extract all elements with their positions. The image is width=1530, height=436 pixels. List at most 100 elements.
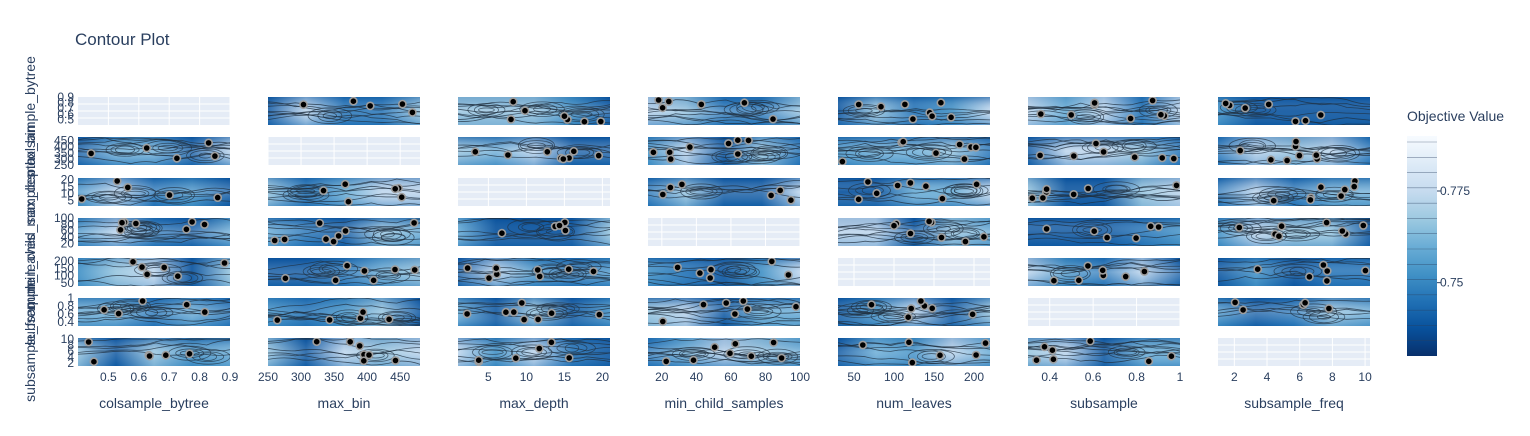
trial-point xyxy=(509,307,519,317)
trial-point xyxy=(359,356,369,366)
trial-point xyxy=(971,350,981,360)
colorbar-tick-label: 0.75 xyxy=(1440,276,1464,290)
trial-point xyxy=(1291,137,1301,146)
x-tick-label: 0.9 xyxy=(222,370,239,384)
y-tick-label: 100 xyxy=(54,211,74,225)
contour-line xyxy=(78,218,230,226)
trial-point xyxy=(730,309,740,319)
trial-point xyxy=(1277,221,1286,231)
contour-line xyxy=(648,313,800,326)
contour-ring xyxy=(540,303,575,314)
y-tick-label: 4 xyxy=(67,350,74,364)
contour-ring xyxy=(377,311,417,325)
y-tick-label: 0.5 xyxy=(57,112,74,126)
panel-max_bin-vs-colsample_bytree xyxy=(78,137,230,165)
panel-subsample_freq-vs-max_depth xyxy=(458,338,610,366)
contour-ring xyxy=(519,140,554,151)
trial-point xyxy=(769,338,778,347)
contour-line xyxy=(648,189,800,198)
contour-ring xyxy=(1219,220,1262,236)
contour-ring xyxy=(953,186,978,195)
contour-line xyxy=(268,349,420,357)
trial-point xyxy=(863,178,873,187)
contour-line xyxy=(78,232,230,238)
contour-line xyxy=(458,258,610,269)
contour-ring xyxy=(762,351,793,362)
contour-line xyxy=(838,198,990,206)
trial-point xyxy=(961,237,970,246)
y-axis-title: subsample xyxy=(22,278,38,346)
trial-point xyxy=(904,338,914,347)
panel-min_child_samples-vs-max_depth xyxy=(458,218,610,246)
contour-ring xyxy=(1219,101,1258,115)
contour-ring xyxy=(145,309,159,317)
contour-ring xyxy=(126,221,161,235)
contour-line xyxy=(838,222,990,228)
trial-point xyxy=(705,273,715,283)
contour-ring xyxy=(870,309,916,324)
trial-point xyxy=(733,137,743,145)
contour-line xyxy=(458,230,610,245)
contour-ring xyxy=(134,263,182,277)
trial-point xyxy=(972,179,981,189)
trial-point xyxy=(1337,226,1347,236)
panel-max_bin-vs-max_bin xyxy=(267,137,420,165)
y-tick-label: 6 xyxy=(67,344,74,358)
contour-line xyxy=(838,109,990,116)
contour-line xyxy=(458,233,610,238)
y-axis-title: max_bin xyxy=(22,125,38,178)
trial-point xyxy=(981,338,990,348)
contour-ring xyxy=(1274,190,1291,198)
panel-subsample_freq-vs-colsample_bytree xyxy=(78,338,230,366)
trial-point xyxy=(1090,98,1099,108)
trial-point xyxy=(766,190,776,200)
trial-point xyxy=(1253,264,1263,274)
contour-ring xyxy=(467,103,506,117)
x-tick-label: 0.5 xyxy=(100,370,117,384)
contour-ring xyxy=(911,147,947,158)
contour-line xyxy=(1218,258,1370,265)
trial-point xyxy=(1306,195,1315,205)
trial-point xyxy=(1089,226,1099,236)
trial-point xyxy=(867,300,876,310)
contour-line xyxy=(1028,110,1180,124)
contour-line xyxy=(648,145,800,159)
contour-line xyxy=(78,233,230,240)
x-tick-label: 100 xyxy=(790,370,810,384)
panel-min_child_samples-vs-subsample_freq xyxy=(1218,218,1370,246)
y-tick-label: 20 xyxy=(61,237,75,251)
contour-ring xyxy=(717,263,750,276)
trial-point xyxy=(112,178,122,186)
contour-ring xyxy=(850,299,892,315)
trial-point xyxy=(784,270,793,280)
trial-point xyxy=(955,140,964,149)
contour-ring xyxy=(1320,146,1356,160)
trial-point xyxy=(1083,184,1093,193)
trial-point xyxy=(744,137,753,145)
trial-point xyxy=(161,350,171,360)
y-tick-label: 0.9 xyxy=(57,90,74,104)
contour-line xyxy=(648,272,800,286)
trial-point xyxy=(173,271,183,281)
contour-line xyxy=(78,339,230,353)
x-axis-title: num_leaves xyxy=(876,395,952,411)
trial-point xyxy=(1169,154,1179,163)
trial-point xyxy=(721,298,731,308)
trial-point xyxy=(560,111,569,121)
x-tick-label: 60 xyxy=(724,370,738,384)
y-tick-label: 20 xyxy=(61,172,75,186)
contour-line xyxy=(838,302,990,310)
contour-line xyxy=(268,338,420,342)
x-tick-label: 5 xyxy=(485,370,492,384)
contour-line xyxy=(838,137,990,143)
trial-point xyxy=(740,98,749,108)
trial-point xyxy=(889,221,899,231)
x-tick-label: 8 xyxy=(1329,370,1336,384)
trial-point xyxy=(927,303,937,313)
contour-ring xyxy=(296,188,316,194)
trial-point xyxy=(345,338,355,347)
contour-ring xyxy=(473,104,499,116)
contour-ring xyxy=(842,104,886,118)
panel-num_leaves-vs-max_bin xyxy=(268,258,420,286)
